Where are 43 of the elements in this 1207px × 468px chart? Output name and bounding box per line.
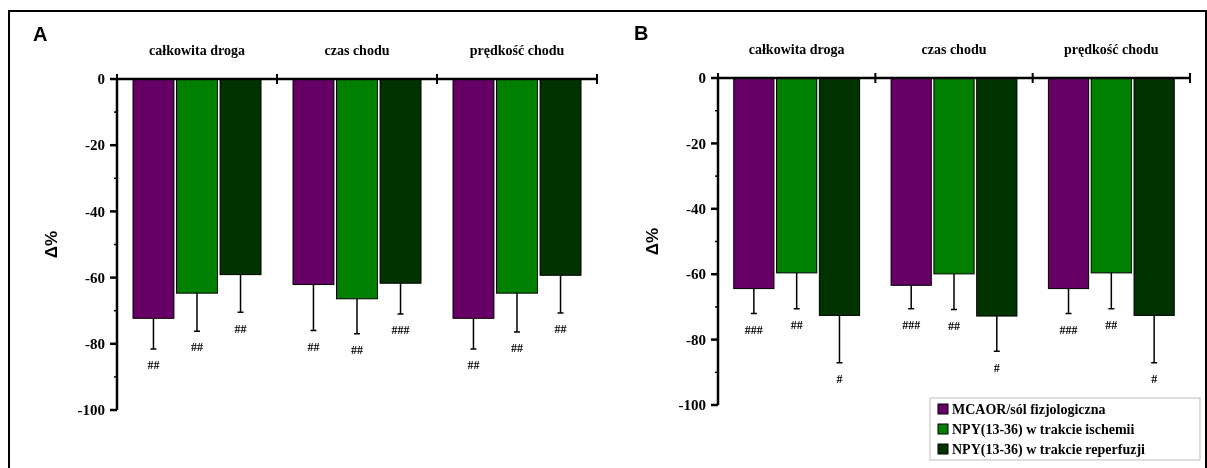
x-tick-label: prędkość chodu	[1064, 42, 1159, 57]
y-tick-label: -100	[77, 402, 105, 419]
x-tick-label: całkowita droga	[748, 42, 845, 57]
x-tick-label: prędkość chodu	[469, 43, 565, 58]
annotation: #	[836, 372, 843, 387]
y-tick-label: -100	[678, 397, 706, 414]
annotation: ###	[391, 323, 410, 338]
legend-label: MCAOR/sól fizjologiczna	[952, 402, 1106, 417]
annotation: #	[1151, 372, 1158, 387]
y-tick-label: 0	[698, 70, 706, 87]
legend-label: NPY(13-36) w trakcie ischemii	[952, 422, 1135, 438]
chart-title: A	[33, 23, 48, 45]
annotation: ##	[234, 321, 247, 336]
annotation: ##	[790, 318, 803, 333]
chart-title: B	[634, 22, 649, 44]
annotation: ##	[948, 318, 960, 333]
annotation: ###	[902, 318, 921, 333]
annotation: ##	[1105, 318, 1118, 333]
y-tick-label: -80	[85, 336, 105, 353]
legend-label: NPY(13-36) w trakcie reperfuzji	[952, 442, 1146, 458]
y-axis-title: Δ%	[643, 227, 662, 256]
y-axis-title: Δ%	[42, 230, 61, 259]
annotation: ##	[351, 343, 363, 358]
annotation: ##	[147, 358, 160, 373]
annotation: ##	[467, 358, 480, 373]
y-tick-label: -80	[686, 331, 706, 348]
annotation: ###	[1059, 322, 1078, 337]
annotation: ##	[511, 341, 523, 356]
y-tick-label: -60	[686, 266, 706, 283]
y-tick-label: 0	[97, 71, 105, 88]
annotation: ###	[744, 322, 763, 337]
x-tick-label: czas chodu	[921, 42, 987, 57]
annotation: #	[993, 360, 1000, 375]
x-tick-label: całkowita droga	[149, 43, 245, 58]
y-tick-label: -20	[85, 137, 105, 154]
annotation: ##	[554, 322, 567, 337]
annotation: ##	[307, 339, 320, 354]
x-tick-label: czas chodu	[324, 43, 390, 58]
y-tick-label: -40	[686, 201, 706, 218]
annotation: ##	[191, 340, 203, 355]
y-tick-label: -60	[85, 269, 105, 286]
y-tick-label: -40	[85, 203, 105, 220]
y-tick-label: -20	[686, 135, 706, 152]
